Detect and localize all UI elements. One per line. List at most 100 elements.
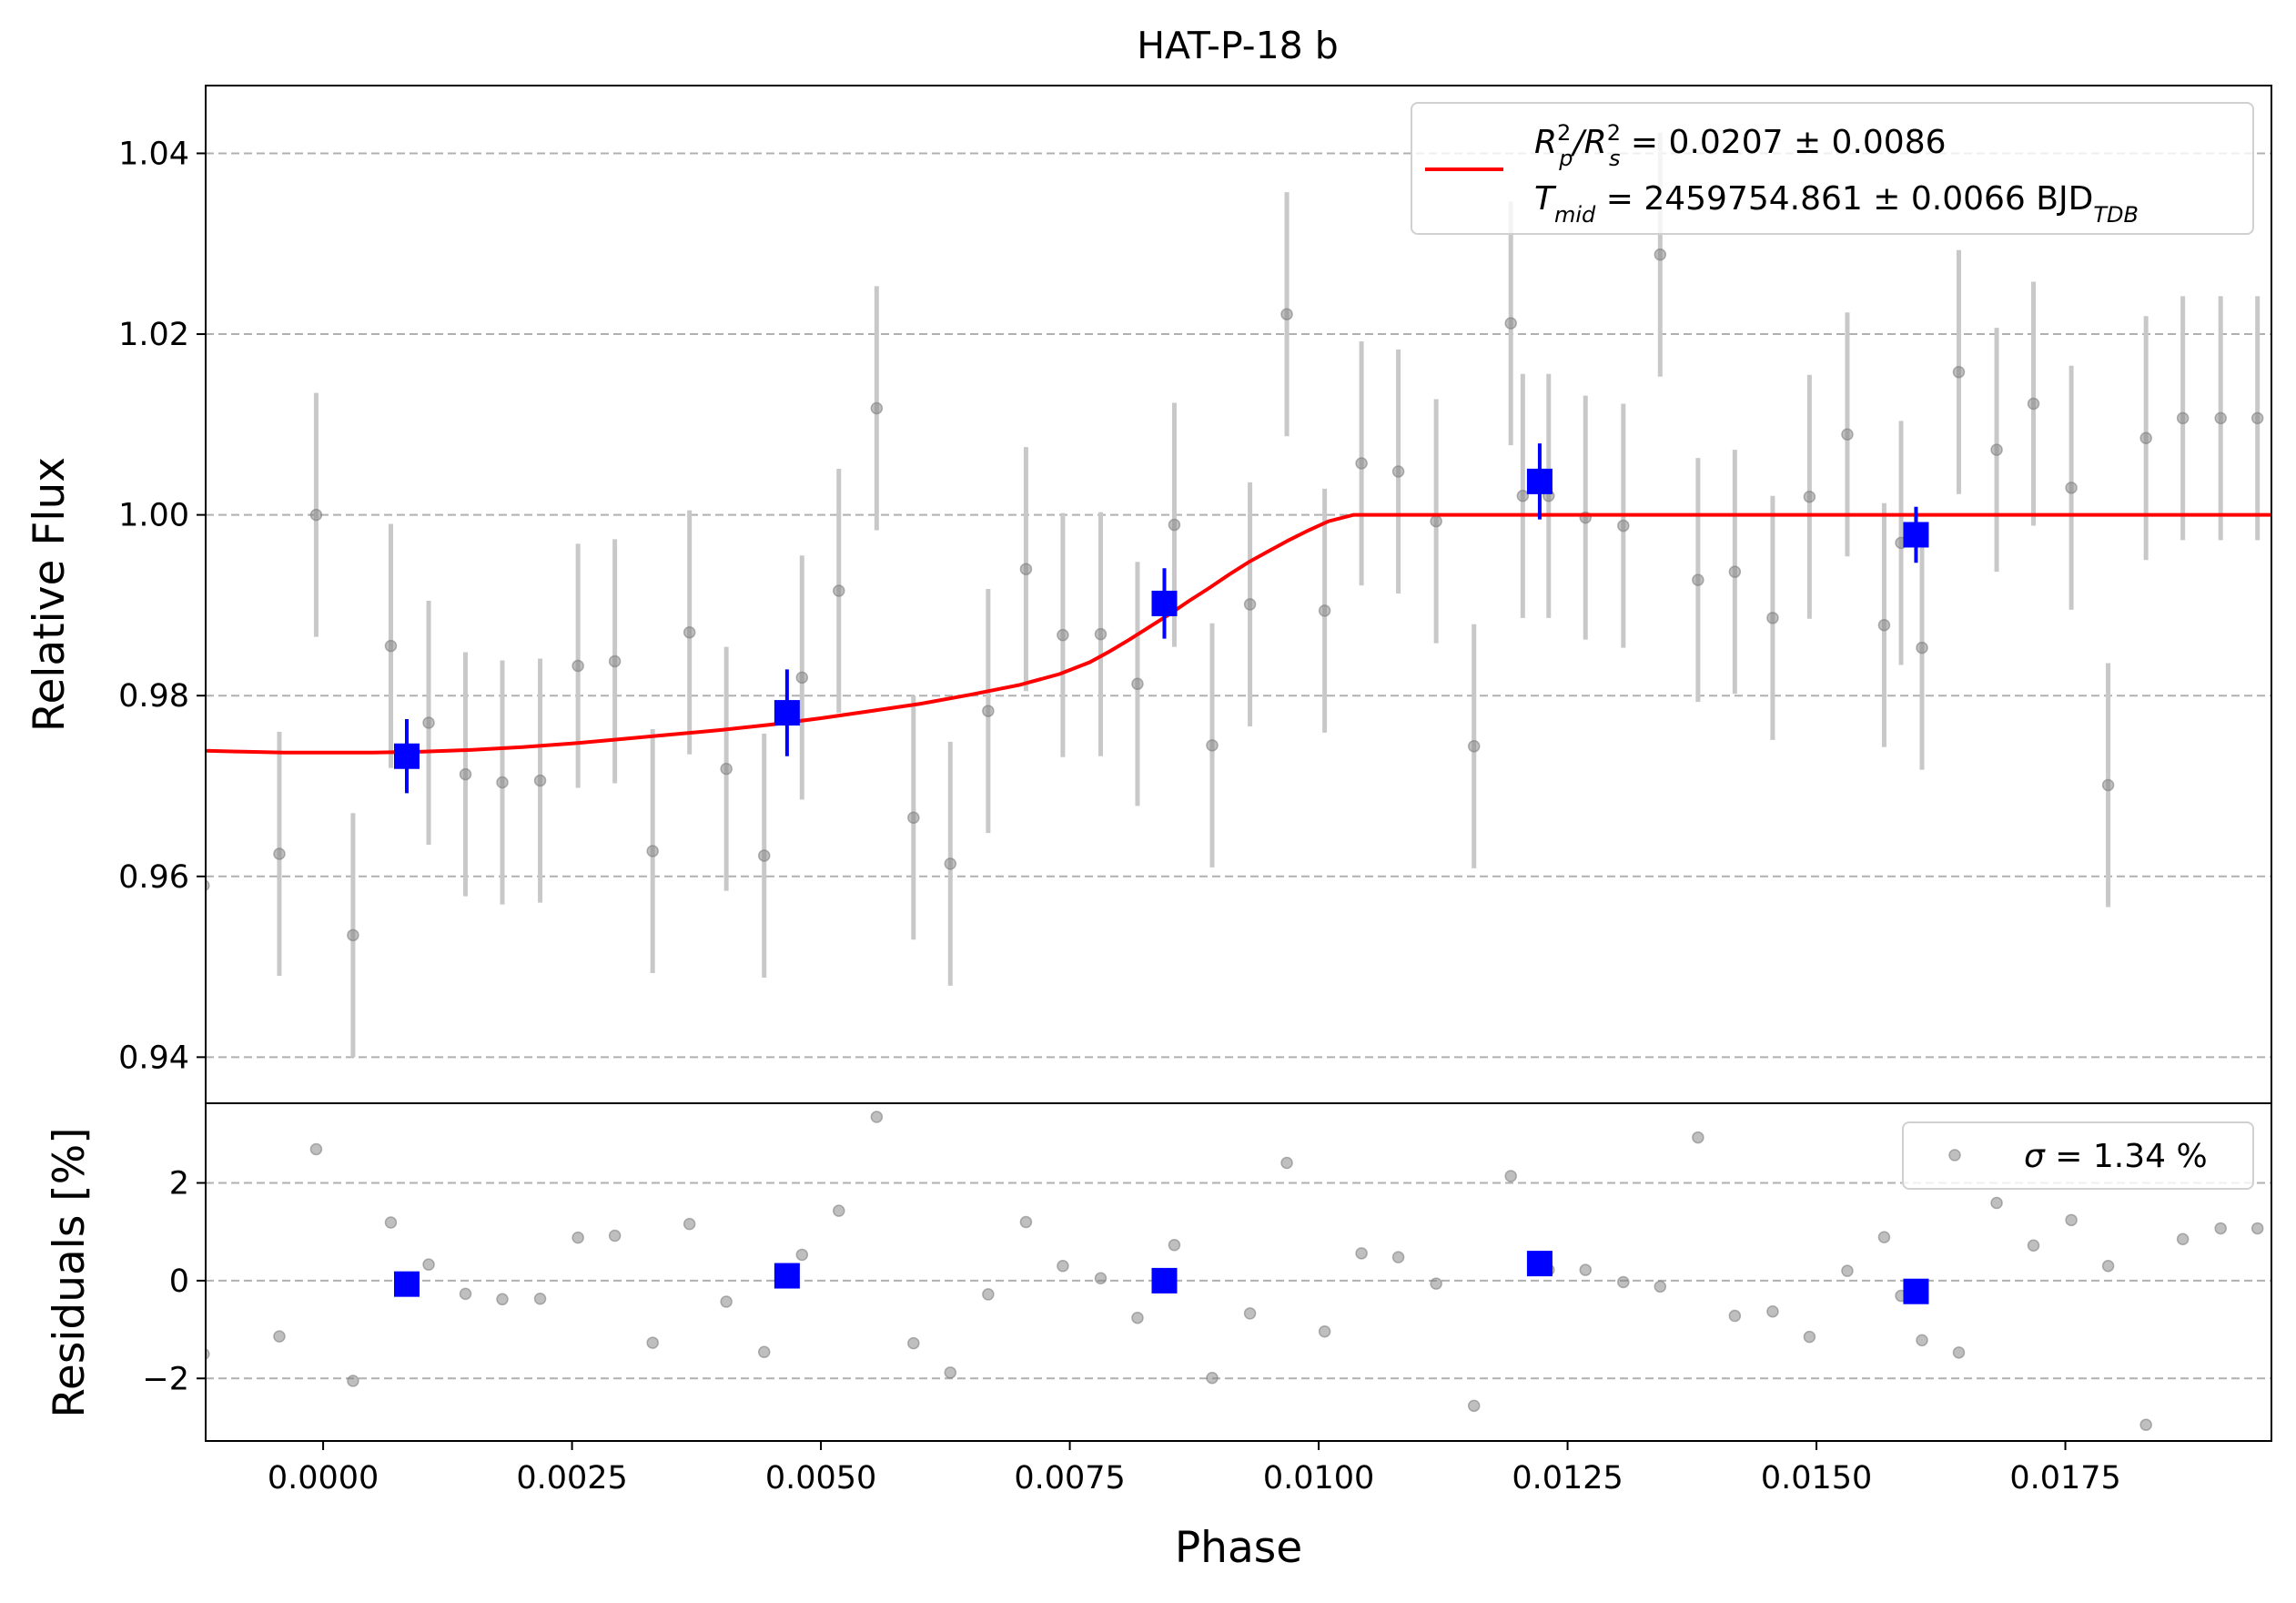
residual-point: [533, 1293, 547, 1305]
flux-data-point: [533, 774, 547, 787]
flux-y-ticks: 0.94 0.96 0.98 1.00 1.02 1.04: [118, 136, 206, 1076]
flux-panel: 0.94 0.96 0.98 1.00 1.02 1.04 Relative Flux R…: [25, 85, 2272, 1104]
residual-point: [1094, 1272, 1108, 1284]
residual-point: [944, 1366, 957, 1379]
flux-data-point: [944, 857, 957, 870]
flux-data-point: [646, 845, 659, 857]
flux-binned-point: [1903, 522, 1929, 548]
transit-model: [206, 512, 2271, 755]
flux-y-axis-label: Relative Flux: [25, 457, 75, 732]
flux-data-point: [870, 401, 884, 415]
residual-point: [1391, 1251, 1405, 1263]
phase-x-tick-label: 0.0100: [1263, 1460, 1374, 1496]
flux-data-point: [459, 767, 472, 781]
phase-x-tick-label: 0.0050: [765, 1460, 876, 1496]
flux-data-point: [1692, 573, 1704, 586]
residual-point: [496, 1293, 509, 1306]
residual-point: [795, 1248, 809, 1262]
flux-data-point: [2176, 411, 2190, 425]
flux-data-point: [1280, 308, 1293, 320]
flux-data-point: [1654, 248, 1667, 261]
residual-point: [1019, 1215, 1033, 1229]
flux-data-point: [309, 508, 323, 522]
flux-data-point: [347, 928, 359, 942]
flux-gridlines: [206, 152, 2271, 1059]
residual-point: [1728, 1309, 1742, 1323]
residual-point: [1168, 1238, 1181, 1252]
flux-data-point: [757, 849, 771, 862]
flux-data-point: [2139, 431, 2152, 444]
flux-data-point: [1877, 619, 1891, 632]
flux-data-point: [1430, 514, 1442, 528]
flux-y-tick-label: 1.00: [118, 498, 189, 534]
residuals-y-ticks: −2 0 2: [142, 1166, 206, 1397]
flux-data-point: [1094, 627, 1108, 641]
phase-x-tick-label: 0.0000: [268, 1460, 379, 1496]
residual-point: [1280, 1156, 1293, 1170]
residual-point: [1579, 1263, 1593, 1276]
chart-title: HAT-P-18 b: [1137, 24, 1339, 67]
flux-data-point: [1617, 519, 1630, 533]
legend-sigma: σ = 1.34 %: [2024, 1138, 2208, 1175]
legend-mid-time: Tmid = 2459754.861 ± 0.0066 BJDTDB: [1534, 180, 2139, 228]
residual-point: [1617, 1275, 1630, 1289]
flux-data-point: [1206, 739, 1219, 752]
flux-data-point: [1952, 365, 1966, 379]
residuals-legend: σ = 1.34 %: [1902, 1121, 2254, 1190]
phase-x-axis-label: Phase: [1175, 1523, 1302, 1573]
residual-binned-point: [1151, 1267, 1178, 1294]
residual-point: [1916, 1334, 1928, 1347]
residual-point: [1467, 1399, 1481, 1413]
residuals-panel: −2 0 2 0.0000 0.0025 0.0050 0.0075 0.0100 0.012…: [45, 1102, 2272, 1573]
flux-data-point: [2101, 778, 2115, 792]
legend-residual-marker: [1948, 1149, 1961, 1162]
flux-legend-box: [1411, 102, 2254, 235]
residual-point: [833, 1204, 845, 1217]
flux-data-point: [1019, 563, 1033, 575]
residuals-y-tick-label: 0: [169, 1263, 189, 1300]
flux-data-point: [384, 639, 398, 653]
flux-data-point: [1131, 677, 1144, 691]
flux-data-point: [833, 584, 845, 597]
residual-point: [2065, 1213, 2078, 1227]
residual-point: [1057, 1260, 1069, 1273]
flux-data-point: [2214, 411, 2227, 425]
residuals-legend-box: [1902, 1121, 2254, 1190]
residuals-y-tick-label: −2: [142, 1361, 189, 1397]
residual-point: [2250, 1222, 2264, 1235]
residual-point: [1841, 1264, 1854, 1277]
flux-data-point: [1516, 490, 1530, 502]
residual-point: [571, 1231, 584, 1244]
phase-x-tick-label: 0.0075: [1014, 1460, 1125, 1496]
residual-point: [1318, 1324, 1331, 1338]
residual-point: [907, 1336, 920, 1350]
flux-y-tick-label: 1.02: [118, 317, 189, 353]
phase-x-tick-label: 0.0025: [516, 1460, 627, 1496]
residual-point: [1131, 1311, 1144, 1324]
flux-data-point: [720, 762, 733, 776]
residuals-data-points: [206, 1111, 2264, 1432]
phase-x-tick-label: 0.0125: [1512, 1460, 1623, 1496]
residuals-y-tick-label: 2: [169, 1166, 189, 1202]
flux-data-point: [1766, 612, 1779, 624]
residual-point: [1803, 1330, 1816, 1344]
flux-data-point: [1504, 317, 1517, 330]
flux-binned-point: [1526, 468, 1553, 494]
flux-data-point: [1728, 565, 1742, 578]
residual-point: [1692, 1131, 1704, 1144]
flux-data-points: [206, 132, 2264, 1058]
residual-binned-point: [774, 1263, 800, 1289]
flux-data-point: [1318, 604, 1331, 617]
residual-point: [1206, 1371, 1219, 1385]
flux-data-point: [795, 671, 809, 685]
flux-data-point: [1168, 518, 1181, 532]
residuals-binned-points: [393, 1251, 1929, 1304]
residual-binned-point: [393, 1271, 420, 1297]
residual-point: [870, 1111, 884, 1123]
transit-model-curve: [206, 512, 2271, 755]
residuals-y-axis-label: Residuals [%]: [45, 1127, 95, 1417]
flux-y-tick-label: 1.04: [118, 136, 189, 172]
residual-point: [683, 1217, 696, 1231]
